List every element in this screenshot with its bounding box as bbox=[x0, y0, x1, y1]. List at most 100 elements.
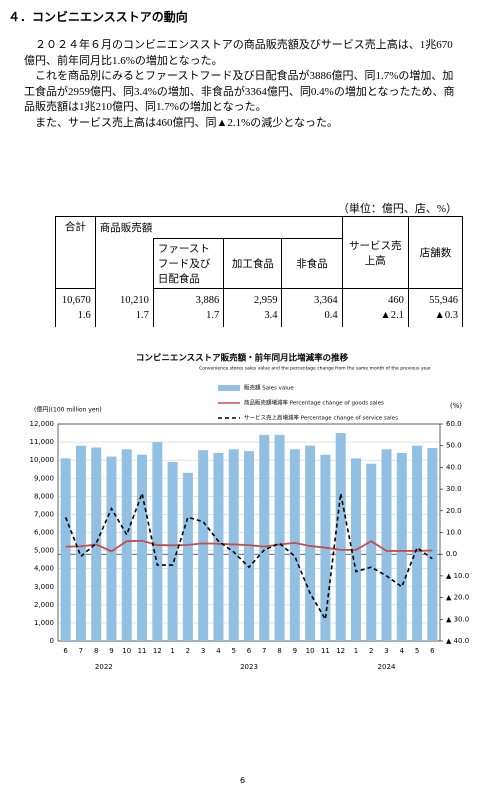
table-cell: 10,670 bbox=[55, 288, 96, 308]
x-tick-label: 5 bbox=[415, 647, 419, 655]
paragraph: ２０２４年６月のコンビニエンスストアの商品販売額及びサービス売上高は、1兆670… bbox=[24, 39, 453, 67]
header: 合計 bbox=[55, 216, 96, 289]
bar bbox=[60, 458, 71, 641]
body-text: ２０２４年６月のコンビニエンスストアの商品販売額及びサービス売上高は、1兆670… bbox=[24, 38, 462, 131]
y2-tick-label: ▲ 40.0 bbox=[446, 637, 469, 645]
table-cell: 1.7 bbox=[152, 308, 225, 327]
chart-subtitle: Convenience stores sales value and the p… bbox=[199, 366, 431, 372]
x-tick-label: 12 bbox=[336, 647, 345, 655]
x-tick-label: 6 bbox=[63, 647, 68, 655]
x-tick-label: 5 bbox=[231, 647, 235, 655]
year-label: 2024 bbox=[378, 663, 396, 671]
table-cell: 0.4 bbox=[281, 308, 343, 327]
bar bbox=[152, 442, 163, 641]
x-tick-label: 1 bbox=[170, 647, 174, 655]
y2-tick-label: 0.0 bbox=[446, 550, 457, 558]
year-label: 2022 bbox=[95, 663, 113, 671]
bar bbox=[182, 472, 193, 641]
y-tick-label: 9,000 bbox=[34, 474, 54, 482]
chart-title: コンビニエンスストア販売額・前年同月比増減率の推移 bbox=[136, 353, 349, 364]
paragraph: これを商品別にみるとファーストフード及び日配食品が3886億円、同1.7%の増加… bbox=[24, 70, 455, 113]
table-cell: ▲0.3 bbox=[407, 308, 464, 327]
x-tick-label: 2 bbox=[369, 647, 373, 655]
x-tick-label: 9 bbox=[293, 647, 297, 655]
x-tick-label: 7 bbox=[262, 647, 266, 655]
bar bbox=[213, 452, 224, 641]
x-tick-label: 9 bbox=[109, 647, 113, 655]
y-tick-label: 1,000 bbox=[34, 619, 54, 627]
heading: ４．コンビニエンスストアの動向 bbox=[8, 10, 188, 24]
y-axis-label: (億円)(100 million yen) bbox=[34, 406, 102, 414]
bar bbox=[412, 445, 423, 641]
x-tick-label: 8 bbox=[94, 647, 98, 655]
y2-tick-label: 60.0 bbox=[446, 420, 462, 428]
year-label: 2023 bbox=[240, 663, 258, 671]
x-tick-label: 12 bbox=[153, 647, 162, 655]
table-cell: 1.6 bbox=[55, 308, 96, 327]
legend-label: 商品販売額増減率 Percentage change of goods sale… bbox=[244, 399, 384, 407]
x-tick-label: 11 bbox=[321, 647, 330, 655]
table-cell: 460 bbox=[341, 288, 409, 308]
bar bbox=[106, 456, 117, 641]
x-tick-label: 4 bbox=[216, 647, 221, 655]
y2-tick-label: 50.0 bbox=[446, 442, 462, 450]
bar bbox=[396, 452, 407, 641]
bar bbox=[335, 433, 346, 641]
table-cell: 10,210 bbox=[94, 288, 154, 308]
legend-swatch bbox=[218, 385, 240, 391]
bar bbox=[305, 445, 316, 641]
x-tick-label: 3 bbox=[384, 647, 388, 655]
x-tick-label: 3 bbox=[201, 647, 205, 655]
y-tick-label: 5,000 bbox=[34, 547, 54, 555]
bar bbox=[274, 434, 285, 641]
y2-axis-label: (%) bbox=[450, 402, 462, 410]
x-tick-label: 1 bbox=[354, 647, 358, 655]
bar bbox=[75, 445, 86, 641]
bar bbox=[198, 450, 209, 641]
table-cell: 3.4 bbox=[223, 308, 283, 327]
table-cell: 3,886 bbox=[152, 288, 225, 308]
y-tick-label: 4,000 bbox=[34, 565, 54, 573]
bar bbox=[427, 448, 438, 641]
header: 非食品 bbox=[281, 238, 343, 289]
header: ファーストフード及び日配食品 bbox=[152, 238, 225, 289]
y-tick-label: 12,000 bbox=[30, 420, 55, 428]
chart: コンビニエンスストア販売額・前年同月比増減率の推移 Convenience sto… bbox=[30, 353, 470, 672]
table-cell: 2,959 bbox=[223, 288, 283, 308]
x-tick-label: 10 bbox=[122, 647, 131, 655]
page-number: 6 bbox=[239, 776, 246, 785]
x-tick-label: 6 bbox=[430, 647, 435, 655]
x-tick-label: 2 bbox=[186, 647, 190, 655]
unit-note: （単位：億円、店、%） bbox=[337, 203, 457, 215]
y-tick-label: 7,000 bbox=[34, 510, 54, 518]
header: 商品販売額 bbox=[94, 216, 343, 239]
header: 店舗数 bbox=[407, 216, 464, 289]
y2-tick-label: 10.0 bbox=[446, 529, 462, 537]
header: 加工食品 bbox=[223, 238, 283, 289]
y-tick-label: 3,000 bbox=[34, 583, 54, 591]
y2-tick-label: 20.0 bbox=[446, 507, 462, 515]
bar bbox=[259, 434, 270, 641]
bar bbox=[121, 449, 132, 641]
bar bbox=[167, 461, 178, 641]
y-tick-label: 2,000 bbox=[34, 601, 54, 609]
y-tick-label: 0 bbox=[50, 637, 54, 645]
y-tick-label: 11,000 bbox=[30, 438, 55, 446]
y-tick-label: 10,000 bbox=[30, 456, 55, 464]
x-tick-label: 4 bbox=[400, 647, 405, 655]
table: 合計 商品販売額 サービス売上高 店舗数 ファーストフード及び日配食品 加工食品… bbox=[55, 216, 464, 327]
line bbox=[65, 539, 433, 553]
line bbox=[64, 490, 433, 622]
y2-tick-label: ▲ 30.0 bbox=[446, 615, 469, 623]
bar bbox=[244, 451, 254, 641]
table-cell: 1.7 bbox=[94, 308, 154, 327]
bar bbox=[289, 449, 300, 641]
x-tick-label: 6 bbox=[247, 647, 252, 655]
y2-tick-label: 40.0 bbox=[446, 463, 462, 471]
x-tick-label: 11 bbox=[138, 647, 147, 655]
y2-tick-label: 30.0 bbox=[446, 485, 462, 493]
bar bbox=[381, 449, 392, 641]
legend-label: サービス売上高増減率 Percentage change of service … bbox=[244, 414, 398, 422]
x-tick-label: 8 bbox=[277, 647, 281, 655]
